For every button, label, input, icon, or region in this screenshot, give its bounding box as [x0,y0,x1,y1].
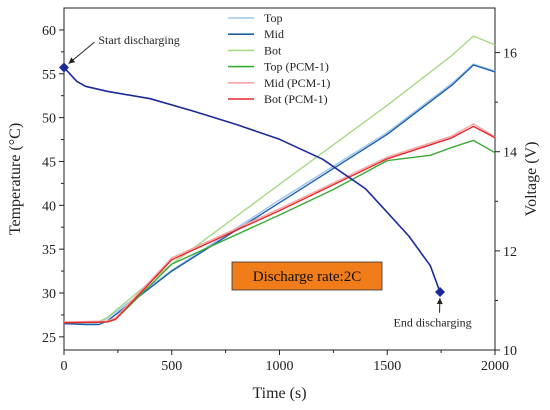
plot-area: 0 500 1000 1500 2000 25 30 35 40 45 50 55 60 10 12 14 16… [7,7,540,402]
legend-label-1: Mid [264,27,284,41]
y-left-tick-label: 50 [42,112,56,127]
x-axis-title: Time (s) [252,385,306,402]
x-tick-label: 0 [61,359,68,374]
series-line-5 [63,125,496,324]
annotation-text-1: End discharging [394,316,472,330]
y-right-tick-label: 12 [503,245,517,260]
y-left-tick-label: 25 [42,331,56,346]
legend-label-5: Bot (PCM-1) [264,92,328,106]
series-line-6 [63,66,441,293]
discharge-marker-1 [435,287,446,298]
series-line-3 [63,139,496,324]
series-line-1 [63,64,496,326]
y-left-axis-title: Temperature (°C) [7,123,24,235]
series-line-4 [63,123,496,323]
y-right-tick-label: 10 [503,344,517,359]
y-left-tick-label: 35 [42,243,56,258]
y-left-tick-label: 60 [42,24,56,39]
x-tick-label: 2000 [481,359,509,374]
discharge-rate-box [231,261,383,291]
y-right-tick-label: 16 [503,47,517,62]
annotation-arrowhead-1 [436,298,443,305]
legend-label-4: Mid (PCM-1) [264,76,330,90]
legend-label-3: Top (PCM-1) [264,60,329,74]
y-left-tick-label: 30 [42,287,56,302]
annotation-arrowhead-0 [68,57,76,64]
x-tick-label: 1500 [373,359,401,374]
legend-label-2: Bot [264,43,282,57]
x-tick-label: 500 [161,359,182,374]
discharge-marker-0 [59,62,69,73]
y-left-tick-label: 45 [42,155,56,170]
y-left-tick-label: 55 [42,68,56,83]
annotation-text-0: Start discharging [98,33,179,47]
y-right-tick-label: 14 [503,146,517,161]
y-right-axis-title: Voltage (V) [523,142,540,217]
legend-label-0: Top [264,11,283,25]
y-left-tick-label: 40 [42,199,56,214]
x-tick-label: 1000 [266,359,294,374]
discharge-rate-label: Discharge rate:2C [253,269,361,285]
